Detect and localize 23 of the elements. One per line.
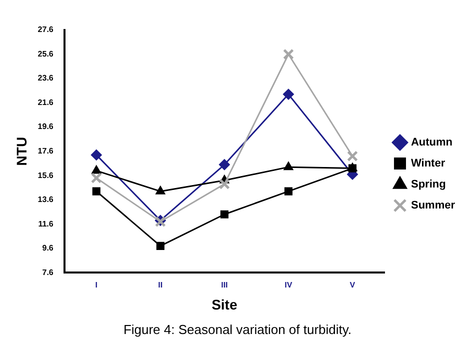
- x-tick-label: I: [95, 280, 98, 290]
- y-tick-label: 25.6: [38, 49, 54, 58]
- y-tick-label: 11.6: [38, 219, 54, 228]
- y-tick-label: 17.6: [38, 146, 54, 156]
- y-tick-label: 19.6: [38, 122, 54, 132]
- legend-label: Summer: [410, 200, 456, 212]
- y-tick-label: 13.6: [38, 195, 54, 204]
- y-axis-title: NTU: [13, 136, 30, 166]
- x-tick-label: III: [221, 280, 228, 290]
- x-tick-label: IV: [284, 280, 293, 290]
- legend-label: Autumn: [410, 136, 453, 149]
- x-axis-title: Site: [212, 296, 238, 312]
- legend-label: Winter: [410, 158, 446, 170]
- y-tick-label: 7.6: [42, 268, 54, 277]
- x-tick-label: V: [350, 280, 356, 290]
- y-tick-label: 27.6: [38, 25, 54, 34]
- x-tick-label: II: [158, 280, 163, 290]
- y-tick-label: 23.6: [38, 74, 54, 83]
- y-tick-label: 15.6: [38, 170, 54, 180]
- y-tick-label: 9.6: [42, 244, 54, 253]
- text: Figure 4: Seasonal variation of turbidity.: [122, 322, 353, 337]
- legend-label: Spring: [410, 178, 446, 191]
- y-tick-label: 21.6: [38, 98, 54, 107]
